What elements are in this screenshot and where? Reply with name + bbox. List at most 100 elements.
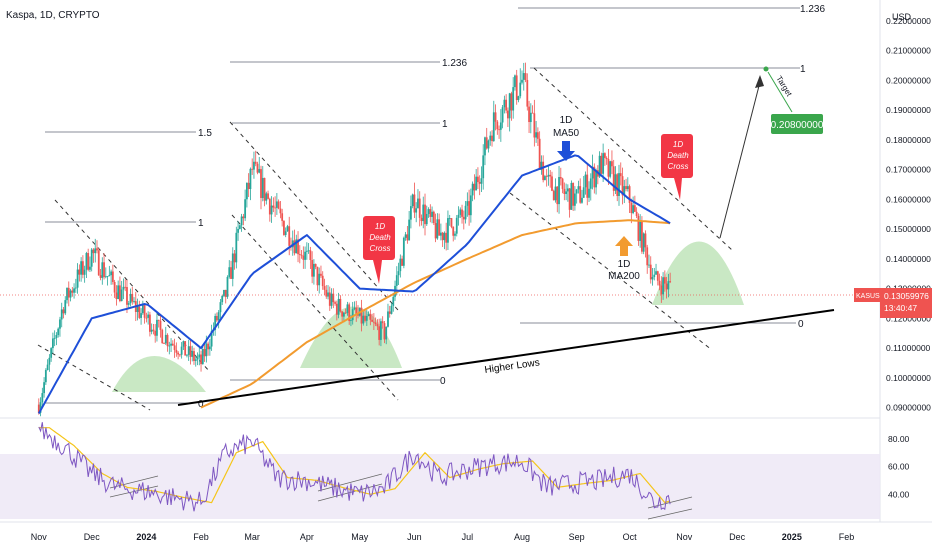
candle-body (390, 305, 393, 314)
candle-body (392, 296, 395, 306)
candle-body (76, 269, 79, 288)
candle-body (506, 110, 509, 119)
candle-body (526, 79, 529, 107)
svg-text:1D: 1D (375, 222, 385, 231)
support-zone-2 (300, 306, 402, 368)
time-axis-labels[interactable]: Nov Dec 2024 Feb Mar Apr May Jun Jul Aug Sep Oct Nov… (31, 532, 854, 542)
fib-label-1-a: 1 (198, 218, 204, 229)
price-tick-label[interactable]: 0.15000000 (886, 224, 931, 234)
candle-body (99, 275, 102, 278)
candle-body (94, 248, 97, 254)
candle-body (514, 75, 516, 88)
price-tick-label[interactable]: 0.20000000 (886, 75, 931, 85)
price-tick-label[interactable]: 0.21000000 (886, 46, 931, 56)
candle-body (133, 301, 135, 302)
candle-body (371, 319, 374, 322)
candle-body (46, 364, 49, 371)
rsi-tick-label[interactable]: 40.00 (888, 489, 910, 499)
candle-body (551, 176, 553, 191)
time-axis-label[interactable]: Mar (244, 532, 260, 542)
time-axis-label[interactable]: Oct (623, 532, 638, 542)
candle-body (452, 226, 455, 236)
fib-labels: 1.236 1.236 1 1.5 1 1 0 0 0 (198, 4, 825, 410)
time-axis-label[interactable]: Jul (462, 532, 474, 542)
time-axis-label[interactable]: Aug (514, 532, 530, 542)
price-tick-label[interactable]: 0.17000000 (886, 165, 931, 175)
candle-body (402, 237, 405, 266)
candle-body (277, 201, 280, 209)
price-axis-ticks[interactable]: 0.22000000 0.21000000 0.20000000 0.19000000… (886, 16, 931, 413)
rsi-axis-ticks[interactable]: 80.00 60.00 40.00 (888, 434, 910, 499)
candle-body (274, 207, 277, 209)
time-axis-label[interactable]: Apr (300, 532, 314, 542)
candle-body (418, 198, 421, 218)
time-axis-label[interactable]: Nov (31, 532, 48, 542)
candle-body (544, 176, 546, 181)
candle-body (499, 122, 502, 130)
candle-body (404, 234, 407, 238)
rsi-tick-label[interactable]: 80.00 (888, 434, 910, 444)
rsi-tick-label[interactable]: 60.00 (888, 462, 910, 472)
candle-body (78, 269, 81, 275)
time-axis-label[interactable]: Nov (676, 532, 693, 542)
candle-body (614, 174, 617, 191)
candle-body (665, 283, 668, 290)
candle-body (59, 319, 61, 329)
time-axis-label[interactable]: Feb (839, 532, 855, 542)
time-axis-label[interactable]: Feb (193, 532, 209, 542)
chart-title: Kaspa, 1D, CRYPTO (6, 10, 100, 21)
candle-body (667, 281, 670, 290)
price-tick-label[interactable]: 0.16000000 (886, 194, 931, 204)
candle-body (478, 182, 481, 184)
candle-body (48, 357, 51, 365)
candle-body (148, 314, 151, 332)
time-axis-label[interactable]: May (351, 532, 369, 542)
price-tick-label[interactable]: 0.09000000 (886, 403, 931, 413)
candle-body (469, 195, 472, 216)
candle-body (473, 183, 476, 191)
candle-body (164, 334, 167, 344)
price-tick-label[interactable]: 0.22000000 (886, 16, 931, 26)
time-axis-label[interactable]: Jun (407, 532, 422, 542)
candle-body (662, 277, 664, 295)
candle-body (101, 262, 104, 278)
candle-body (117, 285, 120, 299)
candle-body (325, 289, 328, 297)
candle-body (140, 313, 142, 318)
candle-body (628, 186, 631, 203)
candle-body (653, 274, 656, 278)
price-tick-label[interactable]: 0.12000000 (886, 313, 931, 323)
candle-body (272, 205, 275, 208)
price-tick-label[interactable]: 0.19000000 (886, 105, 931, 115)
candle-body (335, 303, 338, 315)
candle-body (505, 99, 508, 111)
time-axis-label[interactable]: Sep (569, 532, 585, 542)
time-axis-label[interactable]: 2025 (782, 532, 802, 542)
candle-body (320, 273, 322, 276)
candle-body (406, 234, 409, 241)
price-tick-label[interactable]: 0.10000000 (886, 373, 931, 383)
candle-body (231, 253, 234, 279)
time-axis-label[interactable]: Dec (84, 532, 101, 542)
candle-body (122, 286, 125, 290)
candle-body (191, 351, 194, 357)
last-price-tag: KASUSD 0.13059976 13:40:47 (854, 288, 932, 318)
candle-body (180, 346, 183, 355)
time-axis-label[interactable]: Dec (729, 532, 746, 542)
price-tick-label[interactable]: 0.14000000 (886, 254, 931, 264)
candle-body (81, 261, 84, 275)
candle-body (489, 135, 492, 141)
candle-body (457, 214, 460, 218)
time-axis-label[interactable]: 2024 (136, 532, 156, 542)
candle-body (494, 112, 497, 122)
candle-body (351, 309, 354, 321)
candle-body (106, 276, 109, 277)
price-tick-label[interactable]: 0.11000000 (886, 343, 931, 353)
candle-body (558, 177, 560, 205)
candle-body (53, 338, 56, 339)
candle-body (410, 206, 412, 220)
candle-body (302, 255, 305, 260)
candle-body (582, 187, 585, 198)
candle-body (374, 322, 377, 325)
price-tick-label[interactable]: 0.18000000 (886, 135, 931, 145)
